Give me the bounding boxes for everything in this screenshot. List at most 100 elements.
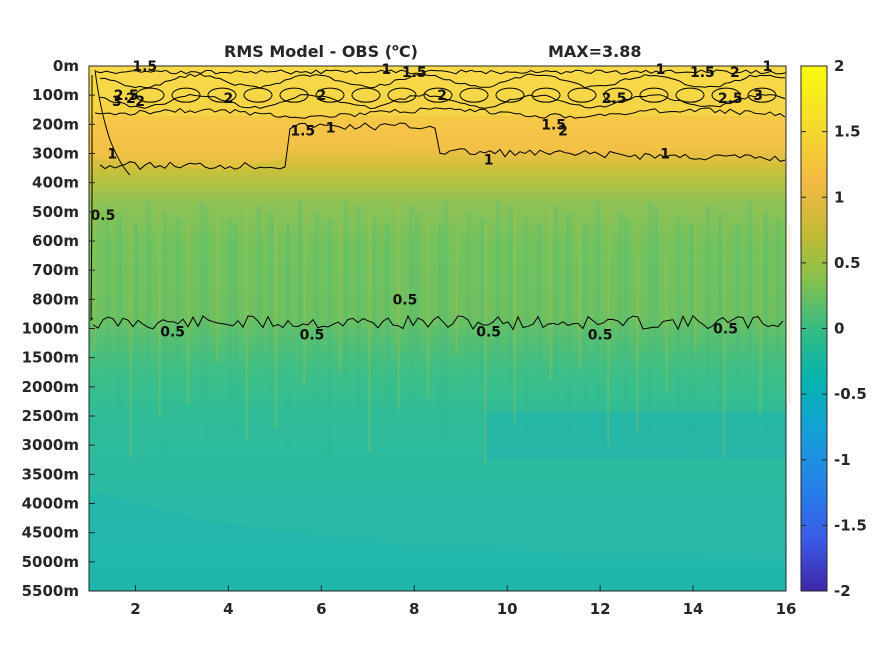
contour-label: 3	[753, 88, 763, 104]
streak	[315, 212, 319, 422]
colorbar-ticks: 2 1.5 1 0.5 0 -0.5 -1 -1.5 -2	[801, 57, 867, 600]
y-tick-label: 3000m	[22, 436, 79, 454]
streak	[303, 206, 306, 386]
contour-label: 0.5	[160, 325, 185, 341]
colorbar-tick-label: 1.5	[834, 123, 861, 141]
streak	[228, 218, 232, 398]
contour-1-top	[95, 69, 787, 75]
contour-label: 1	[382, 62, 392, 78]
streak	[438, 224, 442, 434]
contour-label: 1	[763, 59, 773, 75]
y-tick-label: 3500m	[22, 465, 79, 483]
streak	[356, 206, 361, 416]
streak	[619, 212, 623, 362]
contour-2.5-cell	[207, 87, 237, 103]
mid-depth-streaks	[93, 200, 791, 464]
x-tick-label: 6	[316, 600, 326, 618]
streak	[677, 218, 681, 428]
contour-2.5-cell	[387, 87, 417, 103]
abyssal-patch	[485, 412, 786, 460]
y-tick-label: 5500m	[22, 582, 79, 600]
y-tick-label: 600m	[32, 232, 79, 250]
streak	[327, 218, 332, 458]
streak	[723, 218, 726, 458]
x-tick-label: 10	[497, 600, 518, 618]
streak	[607, 206, 610, 446]
contour-2.5-cell	[135, 87, 165, 103]
contour-label: 2	[224, 91, 234, 107]
colorbar-tick-label: -1.5	[834, 516, 867, 534]
streak	[479, 218, 484, 428]
contour-label: 0.5	[300, 328, 325, 344]
contour-2.5-cell	[567, 87, 597, 103]
streak	[298, 200, 303, 350]
streak	[496, 200, 500, 350]
contour-label: 2	[316, 88, 326, 104]
y-tick-label: 300m	[32, 145, 79, 163]
contour-2.5-cell	[279, 87, 309, 103]
streak	[624, 218, 629, 398]
streak	[385, 224, 390, 404]
streak	[554, 206, 558, 416]
contour-2.5-cell	[531, 87, 561, 103]
contour-label: 2	[437, 88, 447, 104]
y-tick-label: 400m	[32, 174, 79, 192]
y-tick-label: 2500m	[22, 407, 79, 425]
streak	[665, 212, 668, 392]
streak	[274, 218, 277, 428]
contour-0.5	[92, 314, 784, 331]
x-tick-label: 16	[776, 600, 797, 618]
contour-lines	[90, 69, 787, 331]
deep-layer-shade	[89, 490, 786, 591]
contour-2.5-cell	[639, 87, 669, 103]
streak	[467, 212, 471, 392]
streak	[339, 224, 342, 374]
contour-2.5-cell	[711, 87, 741, 103]
streak	[187, 224, 190, 404]
y-tick-label: 100m	[32, 86, 79, 104]
hot-core-band	[89, 66, 786, 116]
colorbar-tick-label: 1	[834, 188, 844, 206]
streak	[537, 224, 542, 374]
streak	[689, 224, 694, 464]
streak	[105, 206, 109, 386]
streak	[368, 212, 371, 452]
y-tick-label: 800m	[32, 290, 79, 308]
contour-label: 2	[126, 91, 136, 107]
x-axis: 2 4 6 8 10 12 14 16	[130, 585, 796, 618]
streak	[759, 206, 762, 416]
streak	[595, 200, 600, 410]
streak	[508, 206, 513, 386]
y-tick-label: 700m	[32, 261, 79, 279]
streak	[233, 224, 238, 434]
contour-2.5-cell	[171, 87, 201, 103]
x-tick-label: 2	[130, 600, 140, 618]
chart-max-annotation: MAX=3.88	[548, 42, 642, 61]
streak	[735, 224, 739, 374]
streak	[373, 218, 377, 368]
streak	[397, 200, 400, 410]
colorbar-tick-label: -0.5	[834, 385, 867, 403]
contour-label: 1	[656, 62, 666, 78]
streak	[718, 212, 723, 422]
contour-2.5-cell	[747, 87, 777, 103]
streak	[776, 218, 781, 368]
contour-2.5-cell	[675, 87, 705, 103]
warm-surface-band	[89, 66, 786, 170]
streak	[636, 224, 639, 434]
contour-label: 1.5	[402, 65, 427, 81]
streak	[409, 206, 413, 446]
streak	[146, 200, 151, 380]
streak	[583, 224, 587, 404]
x-tick-label: 8	[409, 600, 419, 618]
y-tick-label: 1000m	[22, 320, 79, 338]
y-tick-label: 500m	[32, 203, 79, 221]
contour-label: 1	[107, 147, 117, 163]
streak	[788, 224, 791, 404]
contour-label: 1	[484, 153, 494, 169]
colorbar-tick-label: 0	[834, 320, 844, 338]
streak	[653, 206, 658, 356]
streak	[566, 212, 571, 452]
streak	[344, 200, 348, 380]
chart-title-main: RMS Model - OBS (oC)	[224, 42, 418, 61]
